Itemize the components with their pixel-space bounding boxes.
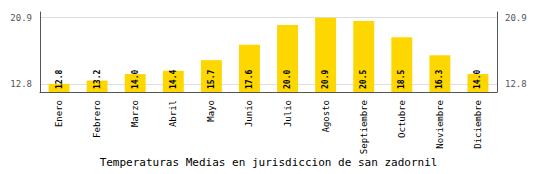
svg-text:Febrero: Febrero bbox=[92, 100, 102, 138]
svg-text:20.9: 20.9 bbox=[505, 13, 527, 23]
svg-text:20.5: 20.5 bbox=[359, 70, 368, 89]
svg-text:Agosto: Agosto bbox=[321, 100, 331, 133]
svg-text:Septiembre: Septiembre bbox=[359, 100, 369, 154]
svg-text:Noviembre: Noviembre bbox=[435, 100, 445, 149]
svg-text:18.5: 18.5 bbox=[397, 70, 406, 89]
svg-text:12.8: 12.8 bbox=[505, 79, 527, 89]
svg-text:20.9: 20.9 bbox=[321, 70, 330, 89]
svg-text:Temperaturas Medias en jurisdi: Temperaturas Medias en jurisdiccion de s… bbox=[100, 156, 438, 169]
svg-text:12.8: 12.8 bbox=[55, 70, 64, 89]
svg-text:Julio: Julio bbox=[283, 100, 293, 127]
svg-text:15.7: 15.7 bbox=[207, 70, 216, 89]
svg-text:14.0: 14.0 bbox=[473, 70, 482, 89]
svg-text:16.3: 16.3 bbox=[435, 70, 444, 89]
svg-text:13.2: 13.2 bbox=[93, 70, 102, 89]
svg-text:17.6: 17.6 bbox=[245, 70, 254, 89]
svg-text:Mayo: Mayo bbox=[206, 100, 216, 122]
svg-text:Junio: Junio bbox=[244, 100, 254, 127]
svg-text:20.0: 20.0 bbox=[283, 70, 292, 89]
svg-text:20.9: 20.9 bbox=[10, 13, 32, 23]
svg-text:Enero: Enero bbox=[54, 100, 64, 127]
svg-text:Marzo: Marzo bbox=[130, 100, 140, 127]
svg-text:Octubre: Octubre bbox=[397, 100, 407, 138]
svg-text:Abril: Abril bbox=[168, 100, 178, 127]
svg-text:12.8: 12.8 bbox=[10, 79, 32, 89]
svg-text:14.0: 14.0 bbox=[131, 70, 140, 89]
svg-text:14.4: 14.4 bbox=[169, 70, 178, 89]
svg-text:Diciembre: Diciembre bbox=[473, 100, 483, 149]
